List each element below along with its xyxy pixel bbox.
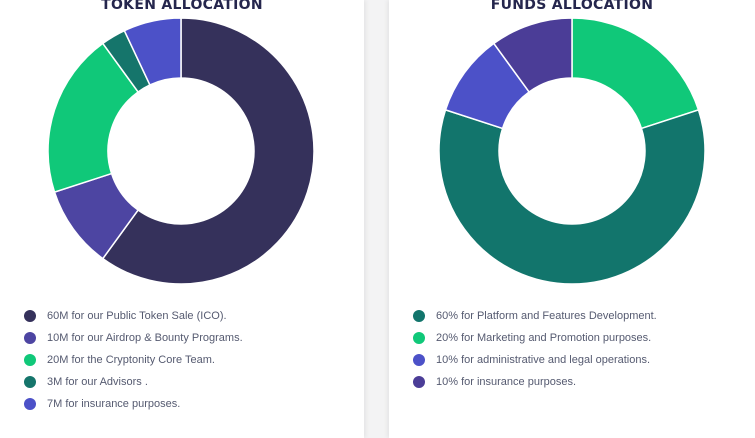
token-allocation-card: TOKEN ALLOCATION 60M for our Public Toke… (0, 0, 364, 438)
legend-item: 10% for insurance purposes. (413, 371, 657, 393)
legend-label: 20% for Marketing and Promotion purposes… (436, 332, 652, 344)
legend-dot-icon (413, 354, 425, 366)
legend-item: 7M for insurance purposes. (24, 393, 243, 415)
legend-label: 60% for Platform and Features Developmen… (436, 310, 657, 322)
legend-item: 10M for our Airdrop & Bounty Programs. (24, 327, 243, 349)
legend-dot-icon (413, 376, 425, 388)
legend-item: 10% for administrative and legal operati… (413, 349, 657, 371)
donut-slice[interactable] (123, 17, 182, 86)
funds-allocation-card: FUNDS ALLOCATION 60% for Platform and Fe… (389, 0, 755, 438)
legend-label: 60M for our Public Token Sale (ICO). (47, 310, 227, 322)
legend-label: 10% for administrative and legal operati… (436, 354, 651, 366)
legend-dot-icon (24, 332, 36, 344)
token-allocation-donut (47, 17, 315, 285)
donut-slice[interactable] (571, 17, 700, 130)
funds-allocation-legend: 60% for Platform and Features Developmen… (413, 305, 657, 393)
funds-allocation-donut (438, 17, 706, 285)
legend-label: 7M for insurance purposes. (47, 398, 181, 410)
legend-dot-icon (413, 310, 425, 322)
legend-dot-icon (24, 310, 36, 322)
legend-dot-icon (413, 332, 425, 344)
legend-item: 3M for our Advisors . (24, 371, 243, 393)
donut-slice[interactable] (101, 17, 315, 285)
legend-item: 20M for the Cryptonity Core Team. (24, 349, 243, 371)
token-allocation-title: TOKEN ALLOCATION (101, 0, 263, 13)
legend-label: 10% for insurance purposes. (436, 376, 577, 388)
legend-dot-icon (24, 398, 36, 410)
legend-dot-icon (24, 354, 36, 366)
donut-slice[interactable] (438, 108, 706, 285)
funds-allocation-title: FUNDS ALLOCATION (490, 0, 654, 13)
donut-slice[interactable] (492, 17, 573, 93)
legend-item: 60M for our Public Token Sale (ICO). (24, 305, 243, 327)
legend-label: 20M for the Cryptonity Core Team. (47, 354, 215, 366)
legend-item: 20% for Marketing and Promotion purposes… (413, 327, 657, 349)
legend-item: 60% for Platform and Features Developmen… (413, 305, 657, 327)
token-allocation-legend: 60M for our Public Token Sale (ICO). 10M … (24, 305, 243, 415)
donut-slice[interactable] (47, 42, 140, 194)
legend-label: 10M for our Airdrop & Bounty Programs. (47, 332, 243, 344)
legend-dot-icon (24, 376, 36, 388)
legend-label: 3M for our Advisors . (47, 376, 148, 388)
